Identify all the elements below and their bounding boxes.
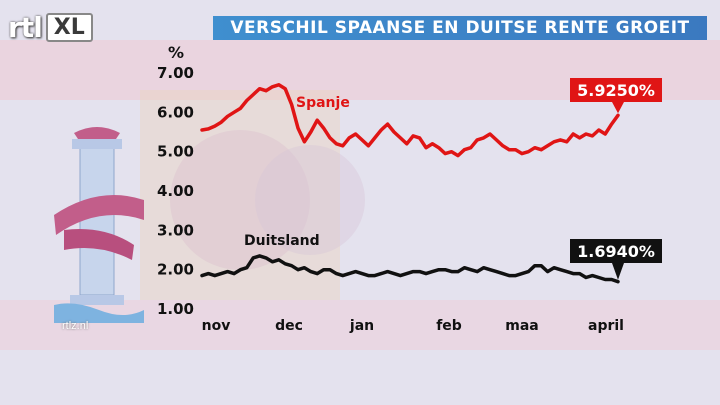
y-axis-unit: %	[168, 43, 184, 62]
x-tick-label: nov	[202, 318, 231, 334]
duitsland-end-callout-box	[570, 239, 662, 263]
site-url-label: rtlz.nl	[62, 320, 89, 332]
series-label-spanje: Spanje	[296, 95, 350, 111]
duitsland-end-callout-pointer	[612, 263, 624, 280]
spanje-end-callout-box	[570, 78, 662, 102]
y-tick-label: 5.00	[157, 143, 194, 161]
y-tick-label: 4.00	[157, 182, 194, 200]
series-line-spanje	[200, 83, 620, 158]
x-tick-label: feb	[436, 318, 462, 334]
y-tick-label: 3.00	[157, 221, 194, 239]
logo-xl-badge: XL	[45, 12, 93, 42]
y-tick-label: 2.00	[157, 261, 194, 279]
series-label-duitsland: Duitsland	[244, 233, 320, 249]
spanje-end-callout-text: 5.9250%	[577, 81, 655, 100]
y-tick-label: 1.00	[157, 300, 194, 318]
rtl-xl-logo: rtl XL	[8, 10, 93, 44]
x-tick-label: dec	[275, 318, 303, 334]
logo-rtl-text: rtl	[8, 10, 43, 44]
spanje-end-callout-pointer	[612, 102, 624, 114]
x-tick-label: maa	[505, 318, 538, 334]
series-line-duitsland	[200, 254, 620, 284]
y-tick-label: 7.00	[157, 64, 194, 82]
duitsland-end-callout-text: 1.6940%	[577, 242, 655, 261]
y-tick-label: 6.00	[157, 103, 194, 121]
x-tick-label: april	[588, 318, 624, 334]
chart-title-bar: VERSCHIL SPAANSE EN DUITSE RENTE GROEIT	[213, 16, 707, 40]
pillar-emblem-icon	[54, 127, 144, 323]
x-tick-label: jan	[349, 318, 374, 334]
